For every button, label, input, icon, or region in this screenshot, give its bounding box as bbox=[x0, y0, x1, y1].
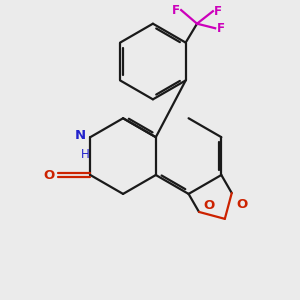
Text: O: O bbox=[44, 169, 55, 182]
Text: N: N bbox=[75, 129, 86, 142]
Text: H: H bbox=[81, 148, 89, 161]
Text: O: O bbox=[236, 199, 248, 212]
Text: F: F bbox=[217, 22, 225, 35]
Text: O: O bbox=[203, 199, 214, 212]
Text: F: F bbox=[172, 4, 180, 16]
Text: F: F bbox=[214, 5, 222, 18]
